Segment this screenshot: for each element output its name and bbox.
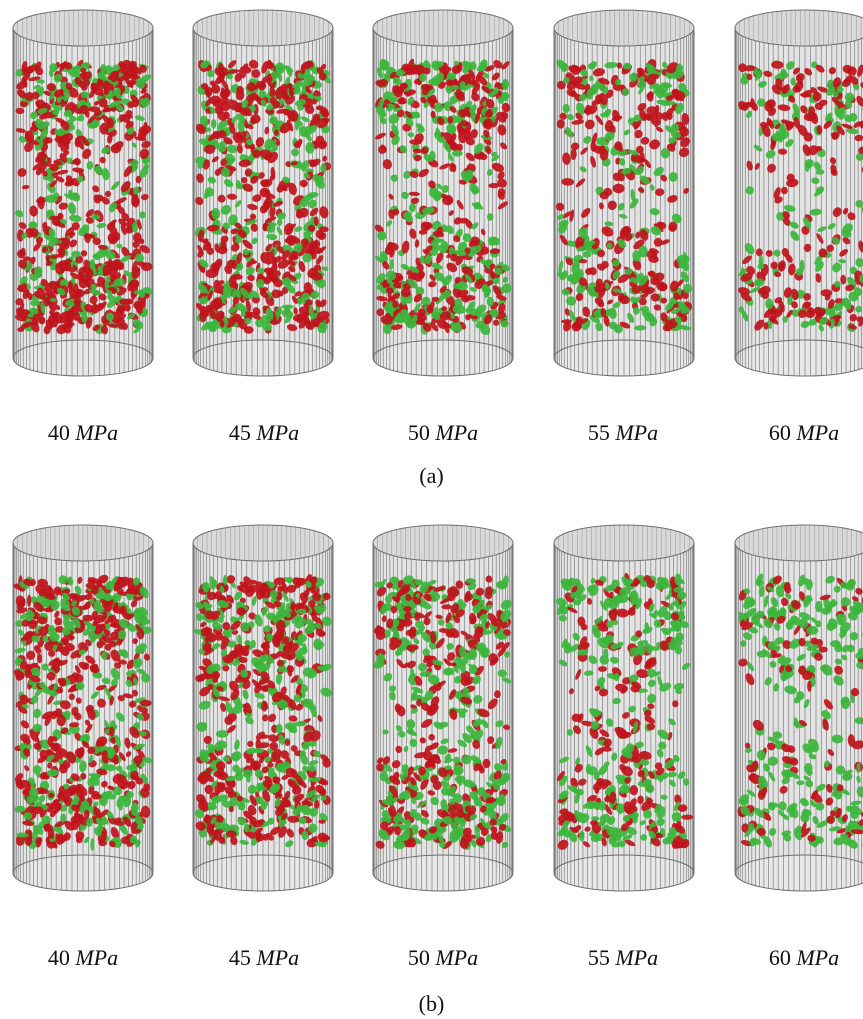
cylinder-top-hatch (558, 525, 690, 561)
pressure-label: 60 MPa (768, 945, 840, 970)
cylinder-top (734, 9, 863, 47)
cylinder-top (734, 524, 863, 562)
cylinder-top-hatch (739, 10, 862, 46)
pressure-label: 40 MPa (47, 420, 119, 445)
specimen-cylinder (372, 524, 514, 892)
cylinder-top-hatch (558, 10, 690, 46)
specimen-cylinder (553, 524, 695, 892)
cracks-particles (737, 573, 863, 849)
pressure-label: 40 MPa (47, 945, 119, 970)
specimen-cylinder (734, 9, 863, 377)
cracks-particles (737, 60, 863, 332)
specimen-cylinder (372, 9, 514, 377)
cylinder-top-hatch (377, 10, 509, 46)
cracks-particles (195, 59, 332, 334)
specimen-row-a (12, 9, 863, 377)
specimen-row-b (12, 524, 863, 892)
cracks-particles (373, 575, 512, 851)
panel-caption-a: (a) (419, 463, 444, 488)
pressure-label: 45 MPa (228, 945, 300, 970)
cylinder-top-hatch (197, 10, 329, 46)
specimen-cylinder (12, 9, 154, 377)
cracks-particles (555, 59, 693, 334)
figure-panel-a: 40 MPa 45 MPa 50 MPa 55 MPa 60 MPa (a) (0, 0, 863, 500)
pressure-label: 60 MPa (768, 420, 840, 445)
cracks-particles (556, 572, 694, 850)
pressure-label: 45 MPa (228, 420, 300, 445)
cracks-particles (374, 58, 512, 336)
cracks-particles (193, 573, 333, 848)
pressure-labels-b: 40 MPa 45 MPa 50 MPa 55 MPa 60 MPa (0, 943, 863, 973)
specimen-cylinder (12, 524, 154, 892)
cracks-particles (14, 59, 153, 335)
cracks-particles (13, 574, 153, 851)
cylinder-top-hatch (377, 525, 509, 561)
pressure-labels-a: 40 MPa 45 MPa 50 MPa 55 MPa 60 MPa (0, 418, 863, 448)
pressure-label: 50 MPa (407, 420, 479, 445)
specimen-cylinder (192, 524, 334, 892)
specimen-cylinder (734, 524, 863, 892)
cylinder-bottom (734, 854, 863, 892)
figure-panel-b: 40 MPa 45 MPa 50 MPa 55 MPa 60 MPa (b) (0, 515, 863, 1019)
cylinder-bottom (734, 339, 863, 377)
cylinder-top-hatch (739, 525, 862, 561)
pressure-label: 50 MPa (407, 945, 479, 970)
specimen-cylinder (192, 9, 334, 377)
panel-caption-b: (b) (418, 991, 445, 1016)
specimen-cylinder (553, 9, 695, 377)
pressure-label: 55 MPa (587, 945, 659, 970)
cylinder-top-hatch (197, 525, 329, 561)
cylinder-top-hatch (17, 10, 149, 46)
pressure-label: 55 MPa (587, 420, 659, 445)
cylinder-top-hatch (17, 525, 149, 561)
